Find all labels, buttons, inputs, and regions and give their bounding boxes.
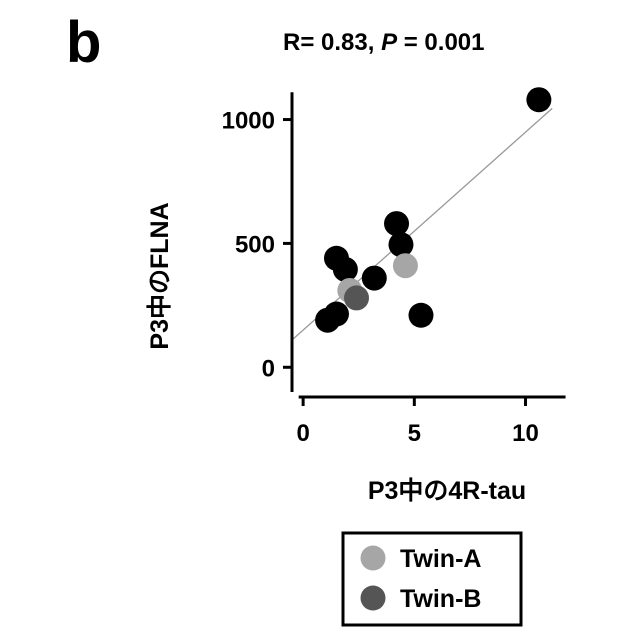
r-value-text: R= 0.83, [283,29,381,56]
legend-label: Twin-B [400,585,481,613]
legend: Twin-A Twin-B [343,533,521,625]
y-axis-label: P3中のFLNA [146,202,174,349]
data-point [333,257,358,282]
x-axis: 0 5 10 [296,397,565,447]
data-point-twin-b [344,285,369,310]
y-tick-label: 500 [235,231,275,258]
data-point [408,303,433,328]
data-point [526,87,551,112]
data-point [388,232,413,257]
legend-marker [361,546,386,571]
y-tick-label: 1000 [222,108,275,135]
p-symbol: P [381,29,398,56]
panel-label: b [66,10,101,75]
p-value-text: = 0.001 [397,29,484,56]
plot-area [292,87,552,340]
legend-label: Twin-A [400,545,481,573]
x-tick-label: 5 [408,420,421,447]
correlation-stats: R= 0.83, P = 0.001 [283,29,485,56]
data-point [315,308,340,333]
x-tick-label: 10 [512,420,539,447]
x-axis-label: P3中の4R-tau [368,477,526,505]
x-tick-label: 0 [296,420,309,447]
data-point-twin-a [393,253,418,278]
data-point [384,211,409,236]
y-axis: 0 500 1000 [222,92,292,392]
data-point [362,266,387,291]
legend-marker [361,586,386,611]
y-tick-label: 0 [262,355,275,382]
